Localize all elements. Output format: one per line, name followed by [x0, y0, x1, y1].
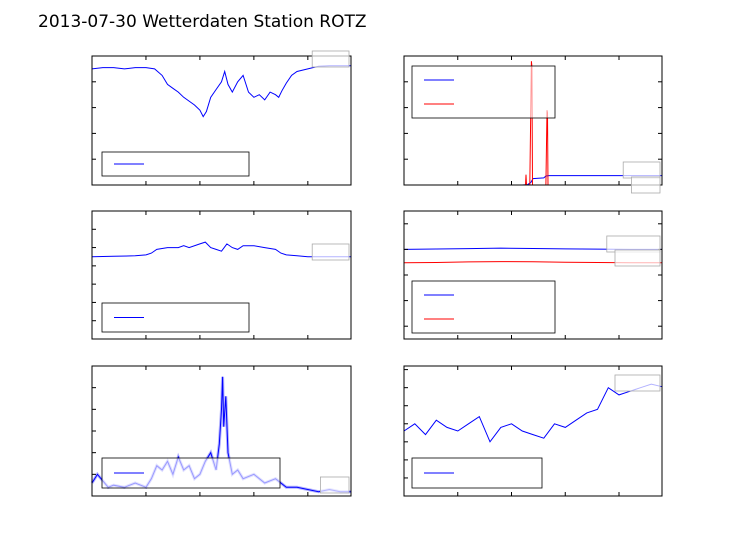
series-line-0 — [403, 383, 663, 443]
last-value2-label-box — [631, 176, 661, 194]
panels — [90, 50, 663, 497]
legend — [101, 302, 250, 333]
legend — [411, 280, 556, 334]
legend — [411, 457, 543, 489]
last-value-label-box — [319, 476, 350, 494]
last-value-label-box — [311, 50, 350, 68]
legend — [411, 65, 556, 119]
plot-frame — [91, 210, 352, 340]
plot-frame — [403, 365, 663, 497]
panel-pressure — [403, 210, 663, 340]
series-line-0 — [91, 65, 351, 118]
legend-frame — [411, 65, 556, 119]
panel-windspeed — [90, 365, 352, 497]
series-line-0 — [91, 241, 351, 258]
last-value-label-box — [311, 243, 350, 261]
panel-humidity — [91, 50, 352, 186]
last-value-label-box — [622, 161, 661, 179]
legend-frame — [411, 280, 556, 334]
legend — [101, 457, 281, 489]
last-value-label-box — [614, 374, 661, 392]
panel-temperature — [91, 210, 352, 340]
last-value2-label-box — [614, 249, 661, 267]
chart-title: 2013-07-30 Wetterdaten Station ROTZ — [38, 12, 367, 32]
panel-winddir — [403, 365, 663, 497]
plot-frame — [91, 55, 352, 186]
legend — [101, 151, 250, 177]
panel-precip — [403, 55, 663, 194]
plot-frame — [403, 55, 663, 186]
